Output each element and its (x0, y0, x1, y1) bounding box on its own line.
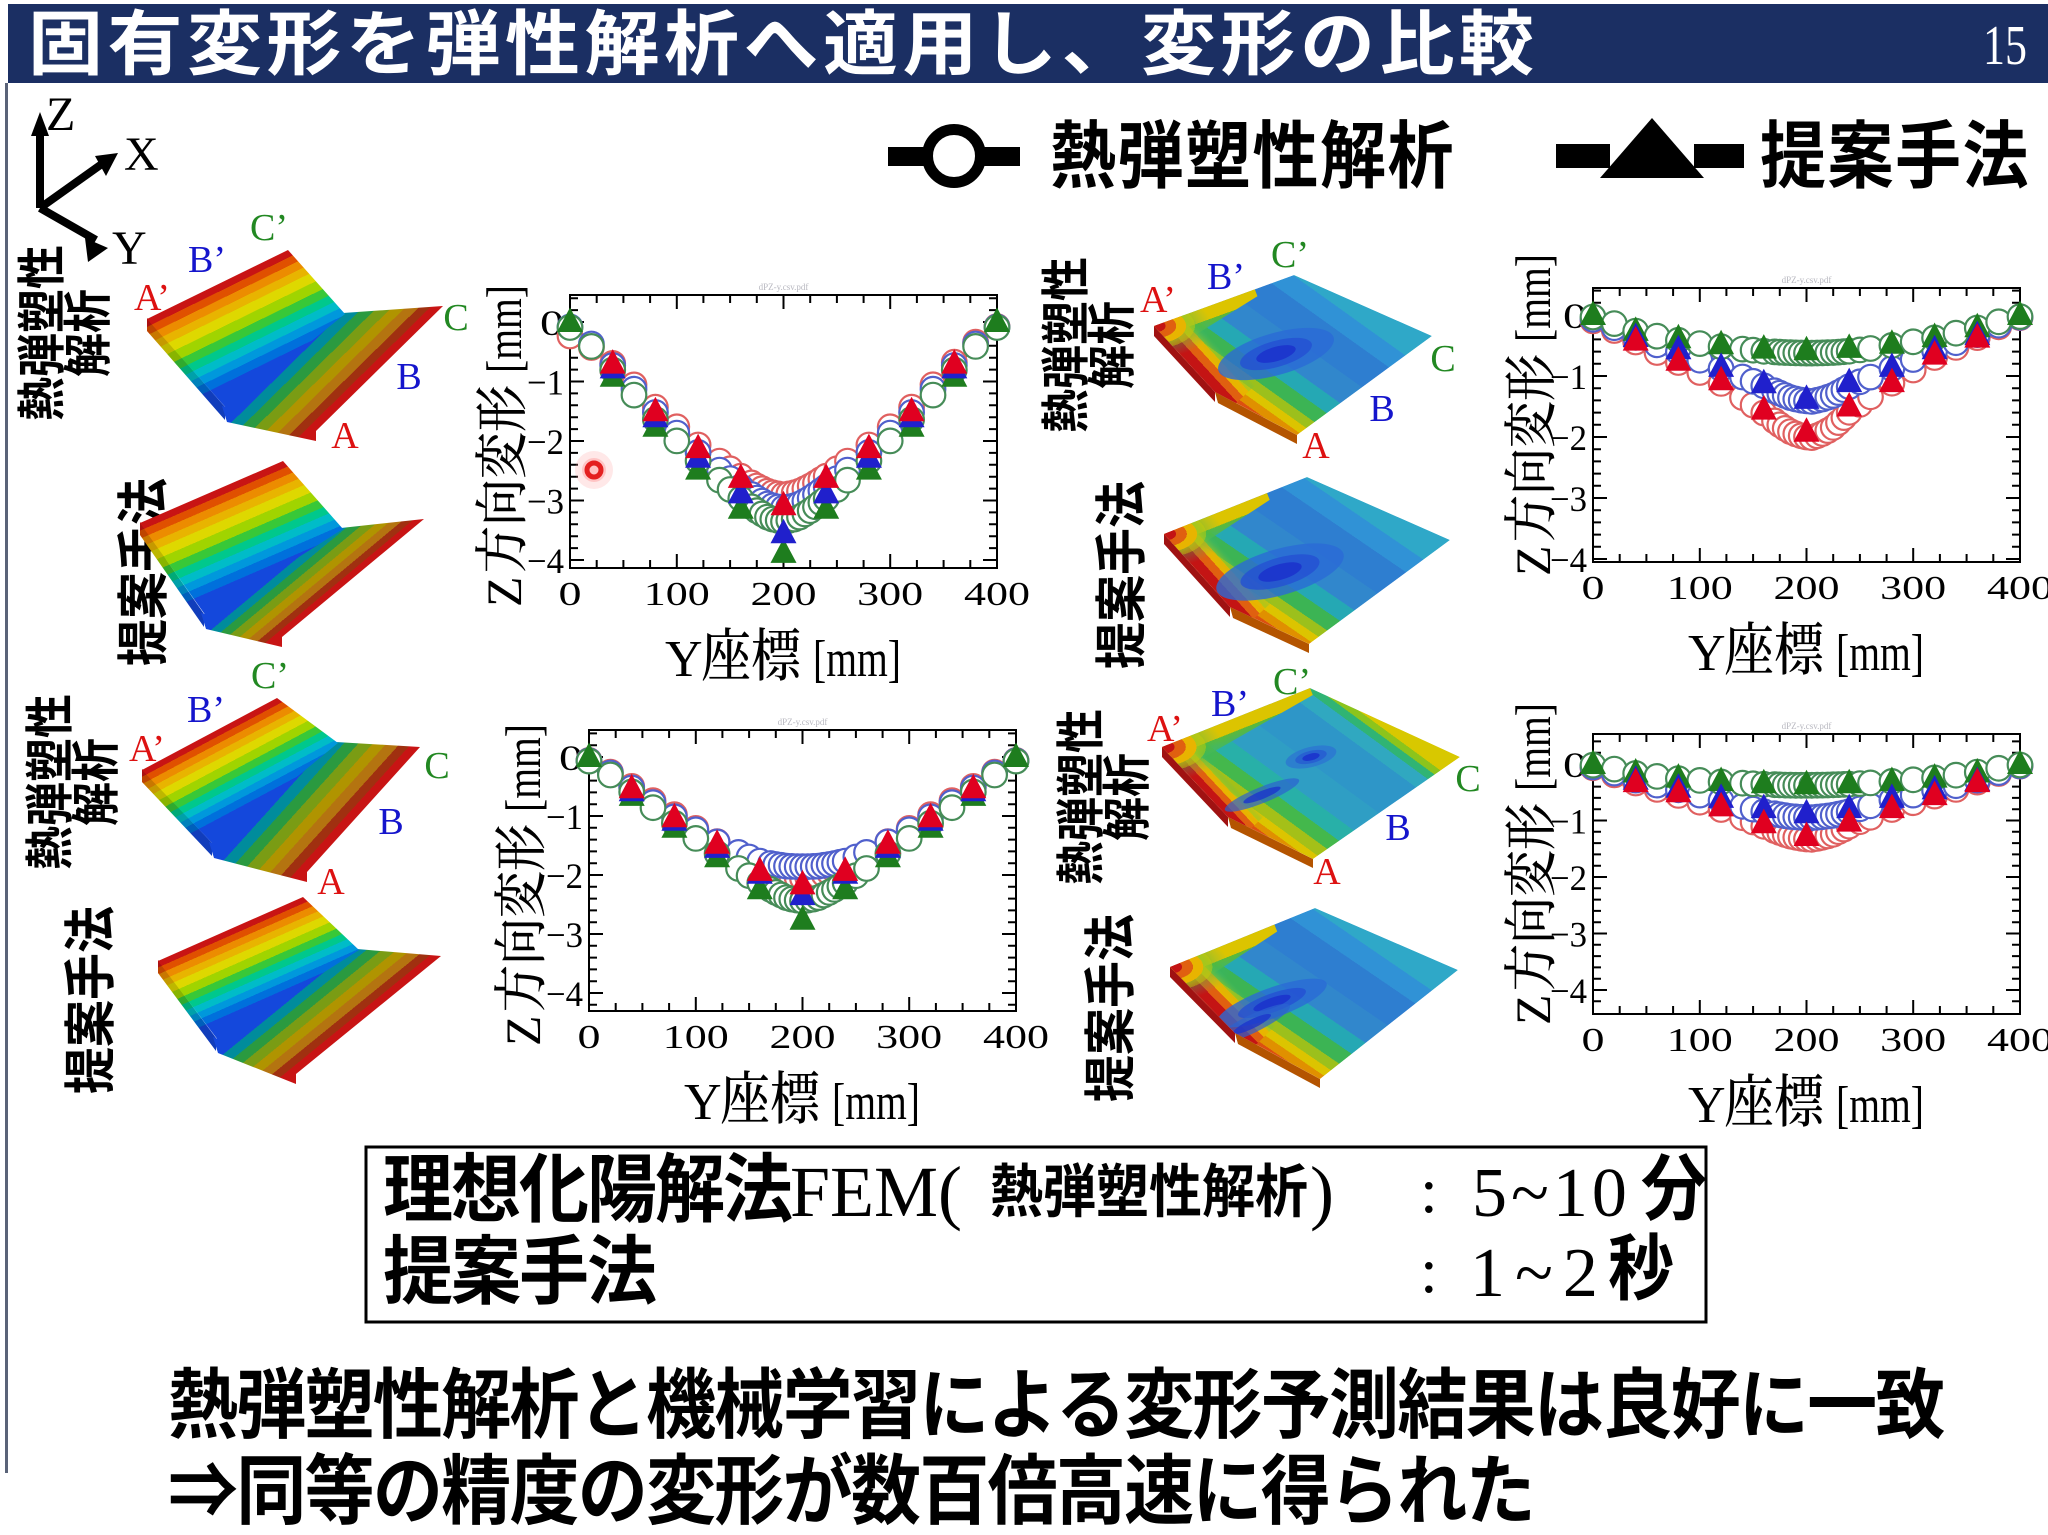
svg-text:−4: −4 (1550, 540, 1587, 580)
svg-text:0: 0 (1582, 1022, 1605, 1059)
svg-text:−4: −4 (1550, 971, 1587, 1011)
svg-text:Z: Z (46, 88, 75, 141)
svg-text:400: 400 (983, 1019, 1049, 1056)
svg-text:B’: B’ (188, 239, 226, 281)
svg-text:1~2: 1~2 (1470, 1235, 1608, 1312)
svg-text:dPZ-y.csv.pdf: dPZ-y.csv.pdf (1782, 275, 1832, 285)
svg-text:Y: Y (665, 631, 703, 688)
svg-text:B: B (1385, 807, 1410, 849)
svg-text:−2: −2 (1550, 858, 1587, 898)
svg-text:200: 200 (1774, 570, 1840, 607)
svg-text:dPZ-y.csv.pdf: dPZ-y.csv.pdf (1782, 721, 1832, 731)
svg-text:−1: −1 (1550, 802, 1587, 842)
svg-text:−2: −2 (1550, 418, 1587, 458)
svg-text:A: A (331, 415, 359, 457)
svg-text:): ) (1310, 1152, 1334, 1232)
svg-text:Y: Y (684, 1074, 722, 1131)
svg-text:−1: −1 (546, 797, 583, 837)
svg-text:B: B (396, 356, 421, 398)
svg-text:[mm]: [mm] (813, 631, 901, 688)
svg-text:Z: Z (495, 1015, 551, 1046)
svg-text:5~10: 5~10 (1472, 1155, 1631, 1232)
svg-text:0: 0 (578, 1019, 601, 1056)
svg-text:300: 300 (1880, 1022, 1946, 1059)
svg-text:C: C (1430, 338, 1455, 380)
svg-text::: : (1420, 1235, 1438, 1306)
svg-text:100: 100 (1667, 1022, 1733, 1059)
svg-text:[mm]: [mm] (1836, 625, 1924, 682)
svg-text:A’: A’ (129, 728, 165, 770)
svg-text:[mm]: [mm] (832, 1074, 920, 1131)
svg-text:[mm]: [mm] (495, 724, 551, 812)
svg-text:Y: Y (1688, 625, 1726, 682)
svg-text:−1: −1 (1550, 357, 1587, 397)
svg-text:100: 100 (663, 1019, 729, 1056)
svg-text:C: C (1455, 758, 1480, 800)
svg-text:0: 0 (559, 576, 582, 613)
svg-text:C’: C’ (250, 207, 288, 249)
svg-text:Y: Y (112, 222, 147, 275)
svg-text::: : (1420, 1155, 1438, 1226)
svg-text:400: 400 (1987, 570, 2048, 607)
svg-text:B’: B’ (187, 689, 225, 731)
svg-text:−3: −3 (546, 915, 583, 955)
svg-text:A’: A’ (134, 277, 170, 319)
svg-text:−1: −1 (527, 363, 564, 403)
svg-text:15: 15 (1983, 15, 2027, 77)
svg-text:A’: A’ (1147, 708, 1183, 750)
svg-text:300: 300 (876, 1019, 942, 1056)
svg-text:A: A (1302, 425, 1330, 467)
svg-text:FEM(: FEM( (790, 1152, 962, 1232)
svg-text:[mm]: [mm] (1505, 254, 1561, 342)
svg-text:0: 0 (1582, 570, 1605, 607)
svg-text:C: C (443, 297, 468, 339)
svg-text:A’: A’ (1140, 279, 1176, 321)
svg-text:−2: −2 (546, 856, 583, 896)
svg-text:[mm]: [mm] (1836, 1077, 1924, 1134)
svg-text:X: X (124, 128, 159, 181)
svg-text:dPZ-y.csv.pdf: dPZ-y.csv.pdf (778, 717, 828, 727)
svg-text:A: A (317, 861, 345, 903)
svg-text:Z: Z (1505, 545, 1561, 576)
svg-text:200: 200 (1774, 1022, 1840, 1059)
svg-text:dPZ-y.csv.pdf: dPZ-y.csv.pdf (759, 282, 809, 292)
svg-text:Z: Z (1505, 994, 1561, 1025)
svg-text:−3: −3 (527, 482, 564, 522)
svg-text:300: 300 (1880, 570, 1946, 607)
svg-text:200: 200 (751, 576, 817, 613)
svg-text:A: A (1313, 851, 1341, 893)
svg-text:C’: C’ (1273, 661, 1311, 703)
svg-text:B’: B’ (1211, 683, 1249, 725)
svg-text:B’: B’ (1207, 256, 1245, 298)
svg-text:−2: −2 (527, 422, 564, 462)
svg-text:[mm]: [mm] (476, 285, 532, 373)
svg-text:[mm]: [mm] (1505, 703, 1561, 791)
svg-text:100: 100 (1667, 570, 1733, 607)
svg-text:300: 300 (857, 576, 923, 613)
svg-text:B: B (1369, 388, 1394, 430)
svg-text:Z: Z (476, 576, 532, 607)
svg-text:−4: −4 (546, 974, 583, 1014)
svg-text:−3: −3 (1550, 915, 1587, 955)
svg-text:B: B (378, 801, 403, 843)
svg-text:C’: C’ (251, 655, 289, 697)
svg-text:−3: −3 (1550, 479, 1587, 519)
svg-text:100: 100 (644, 576, 710, 613)
svg-text:400: 400 (964, 576, 1030, 613)
svg-text:Y: Y (1688, 1077, 1726, 1134)
svg-text:C: C (424, 745, 449, 787)
svg-text:400: 400 (1987, 1022, 2048, 1059)
svg-text:−4: −4 (527, 541, 564, 581)
svg-text:C’: C’ (1271, 234, 1309, 276)
svg-text:200: 200 (770, 1019, 836, 1056)
